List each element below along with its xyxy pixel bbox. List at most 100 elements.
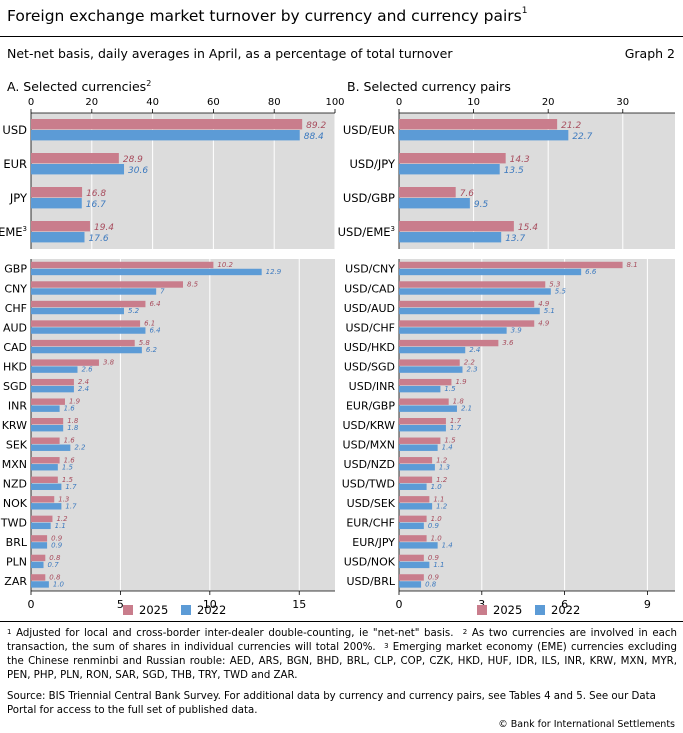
pairs_other-data-label-2025: 1.2 xyxy=(436,476,448,484)
currencies_other-tick-label: 10 xyxy=(203,598,217,611)
currencies_other-bar-2025 xyxy=(31,476,58,483)
pairs_other-data-label-2022: 1.3 xyxy=(439,463,450,471)
currencies_other-data-label-2022: 2.2 xyxy=(74,444,86,452)
currencies_other-bar-2022 xyxy=(31,581,49,588)
pairs_other-data-label-2022: 1.5 xyxy=(444,385,456,393)
currencies_other-data-label-2025: 1.6 xyxy=(64,456,76,464)
currencies_other-bar-2022 xyxy=(31,385,74,393)
pairs_other-bar-2022 xyxy=(399,503,433,510)
currencies_major-category-label: JPY xyxy=(9,191,28,205)
currencies_other-bar-2025 xyxy=(31,418,64,425)
currencies_other-data-label-2022: 6.2 xyxy=(146,346,158,354)
currencies_other-category-label: PLN xyxy=(6,556,27,569)
pairs_major-data-label-2025: 7.6 xyxy=(460,189,475,199)
pairs_other-bar-2025 xyxy=(399,476,433,483)
currencies_other-data-label-2025: 1.9 xyxy=(69,398,81,406)
currencies_major-category-note: 3 xyxy=(23,225,27,233)
currencies_other-category-label: GBP xyxy=(4,263,27,276)
pairs_other-data-label-2025: 4.9 xyxy=(538,300,550,308)
source-note: Source: BIS Triennial Central Bank Surve… xyxy=(7,691,656,716)
currencies_other-category-label: NOK xyxy=(3,497,28,510)
pairs_other-data-label-2022: 0.8 xyxy=(425,580,437,588)
pairs_other-data-label-2025: 1.7 xyxy=(450,417,462,425)
pairs_other-bar-2025 xyxy=(399,281,546,288)
pairs_other-data-label-2025: 2.2 xyxy=(464,359,476,367)
currencies_major-tick-label: 0 xyxy=(28,97,34,108)
currencies_other-bar-2025 xyxy=(31,359,99,366)
pairs_other-bar-2025 xyxy=(399,378,452,386)
pairs_other-data-label-2022: 1.4 xyxy=(442,541,453,549)
currencies_other-data-label-2025: 6.4 xyxy=(149,300,160,308)
pairs_other-tick-label: 0 xyxy=(396,598,403,611)
legend-swatch-2025 xyxy=(123,605,133,615)
pairs_major-bar-2022 xyxy=(399,130,569,141)
pairs_other-data-label-2025: 0.9 xyxy=(428,573,440,581)
currencies_other-data-label-2025: 1.5 xyxy=(62,476,74,484)
pairs_other-category-label: USD/CNY xyxy=(345,263,395,276)
pairs_other-bar-2025 xyxy=(399,457,433,464)
pairs_other-data-label-2022: 2.3 xyxy=(466,366,477,374)
currencies_other-category-label: KRW xyxy=(2,419,27,432)
currencies_other-category-label: MXN xyxy=(2,458,27,471)
currencies_other-data-label-2025: 8.5 xyxy=(187,280,199,288)
pairs_other-data-label-2022: 2.4 xyxy=(469,346,480,354)
pairs_major-data-label-2025: 21.2 xyxy=(561,121,581,131)
currencies_major-bar-2022 xyxy=(31,232,85,243)
pairs_other-bar-2022 xyxy=(399,268,582,276)
currencies_other-bar-2022 xyxy=(31,288,157,295)
legend-label-2022: 2022 xyxy=(551,603,580,617)
pairs_major-category-label: USD/EME3 xyxy=(338,225,395,239)
pairs_other-data-label-2022: 5.5 xyxy=(555,287,567,295)
currencies_other-bar-2025 xyxy=(31,320,141,327)
currencies_other-category-label: AUD xyxy=(3,321,27,334)
currencies_other-bar-2022 xyxy=(31,542,48,549)
pairs_other-bar-2022 xyxy=(399,405,457,412)
currencies_major-bar-2022 xyxy=(31,130,300,141)
pairs_major-data-label-2022: 22.7 xyxy=(572,132,592,142)
pairs_other-bar-2022 xyxy=(399,327,507,334)
pairs_other-category-label: EUR/JPY xyxy=(352,536,395,549)
pairs_major-bar-2025 xyxy=(399,119,558,130)
pairs_major-bar-2025 xyxy=(399,187,456,198)
title-footnote-mark: 1 xyxy=(521,6,528,16)
pairs_major-data-label-2022: 13.7 xyxy=(505,234,525,244)
currencies_other-bar-2025 xyxy=(31,554,46,562)
currencies_other-bar-2022 xyxy=(31,268,262,276)
pairs_other-data-label-2022: 6.6 xyxy=(585,268,597,276)
currencies_other-data-label-2025: 0.8 xyxy=(49,554,61,562)
currencies_other-data-label-2025: 0.8 xyxy=(49,573,61,581)
pairs_other-data-label-2025: 1.5 xyxy=(444,437,456,445)
currencies_other-bar-2025 xyxy=(31,535,48,542)
pairs_other-category-label: EUR/CHF xyxy=(346,517,395,530)
pairs_other-category-label: USD/SGD xyxy=(344,360,395,373)
pairs_other-data-label-2022: 2.1 xyxy=(461,405,472,413)
currencies_other-category-label: INR xyxy=(8,399,27,412)
pairs_major-tick-label: 20 xyxy=(542,97,555,108)
pairs_other-bar-2025 xyxy=(399,574,424,581)
pairs_major-tick-label: 10 xyxy=(467,97,480,108)
pairs_other-category-label: USD/NZD xyxy=(344,458,395,471)
currencies_other-data-label-2022: 7 xyxy=(160,287,165,295)
pairs_major-bar-2022 xyxy=(399,198,470,209)
currencies_other-bar-2025 xyxy=(31,574,46,581)
pairs_other-bar-2022 xyxy=(399,542,438,549)
currencies_major-bar-2025 xyxy=(31,221,90,232)
currencies_other-category-label: CHF xyxy=(5,302,27,315)
panel-a-title-text: A. Selected currencies xyxy=(7,79,147,94)
currencies_major-tick-label: 20 xyxy=(85,97,98,108)
currencies_other-bar-2025 xyxy=(31,496,55,503)
pairs_other-data-label-2025: 8.1 xyxy=(627,261,638,269)
footnote-2-text: As two currencies are involved in each t… xyxy=(7,628,677,653)
pairs_major-bar-2025 xyxy=(399,221,514,232)
pairs_major-bar-2022 xyxy=(399,164,500,175)
pairs_other-bar-2022 xyxy=(399,581,422,588)
pairs_other-category-label: USD/CHF xyxy=(346,321,396,334)
currencies_other-data-label-2025: 2.4 xyxy=(78,378,89,386)
currencies_other-data-label-2022: 5.2 xyxy=(128,307,140,315)
pairs_other-bar-2025 xyxy=(399,535,427,542)
pairs_other-tick-label: 6 xyxy=(561,598,568,611)
footnote-2-mark: 2 xyxy=(462,628,468,636)
currencies_other-data-label-2025: 1.8 xyxy=(67,417,79,425)
currencies_other-bar-2025 xyxy=(31,261,214,269)
